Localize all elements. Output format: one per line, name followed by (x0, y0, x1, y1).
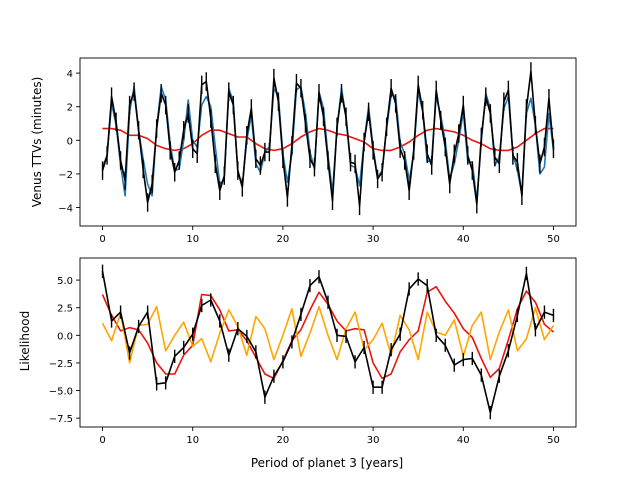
likelihood-y-tick-label: 0.0 (57, 331, 73, 342)
ttv-x-tick-label: 0 (99, 234, 105, 245)
ttv-axes-frame (79, 57, 577, 227)
ttv-x-tick-label: 50 (547, 234, 560, 245)
ttv-x-tick-label: 40 (457, 234, 470, 245)
likelihood-x-tick-label: 40 (457, 435, 470, 446)
likelihood-y-axis-label: Likelihood (18, 311, 32, 372)
likelihood-x-tick-label: 10 (186, 435, 199, 446)
likelihood-series-orange-line (101, 305, 555, 364)
likelihood-x-tick-label: 50 (547, 435, 560, 446)
likelihood-y-tick-label: 2.5 (57, 304, 73, 315)
likelihood-x-tick-label: 30 (367, 435, 380, 446)
ttv-y-axis-label: Venus TTVs (minutes) (30, 77, 44, 208)
likelihood-panel: Likelihood Period of planet 3 [years] 0 1… (18, 257, 577, 470)
ttv-panel: Venus TTVs (minutes) 0 10 20 30 40 50 −4 −2 0 2 4 (30, 57, 577, 245)
ttv-y-tick-label: 2 (67, 103, 73, 114)
likelihood-series-black-line (101, 271, 554, 414)
ttv-series-black-line (101, 70, 555, 207)
ttv-y-tick-label: −2 (58, 170, 73, 181)
ttv-y-tick-label: 4 (67, 69, 73, 80)
ttv-y-tick-label: 0 (67, 136, 73, 147)
likelihood-axes-frame (79, 257, 577, 428)
ttv-x-tick-label: 30 (367, 234, 380, 245)
ttv-x-tick-label: 20 (277, 234, 290, 245)
likelihood-y-tick-label: −2.5 (49, 359, 73, 370)
likelihood-x-tick-label: 20 (277, 435, 290, 446)
likelihood-y-tick-label: −5.0 (49, 387, 73, 398)
ttv-x-tick-label: 10 (186, 234, 199, 245)
likelihood-y-tick-label: 5.0 (57, 276, 73, 287)
likelihood-x-tick-label: 0 (99, 435, 105, 446)
likelihood-y-tick-label: −7.5 (49, 414, 73, 425)
ttv-series-red-line (102, 127, 554, 152)
ttv-y-tick-label: −4 (58, 204, 73, 215)
likelihood-x-axis-label: Period of planet 3 [years] (251, 456, 403, 470)
